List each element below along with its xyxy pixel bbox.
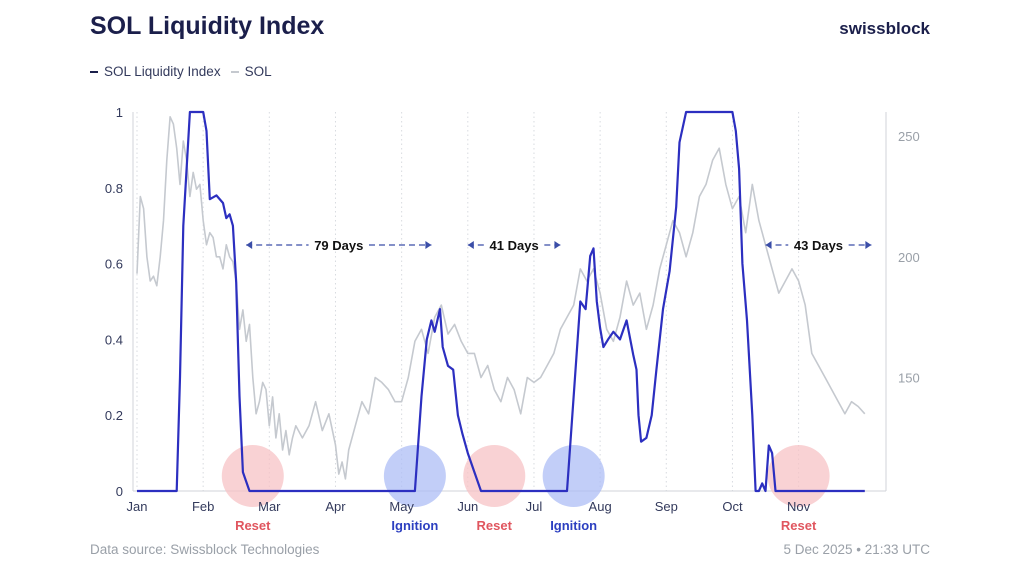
y-tick-left-1: 0.2 xyxy=(105,408,123,423)
brand-logo: swissblock xyxy=(839,19,930,38)
y-tick-left-3: 0.6 xyxy=(105,257,123,272)
legend-swatch-liquidity xyxy=(90,70,98,73)
timestamp: 5 Dec 2025 • 21:33 UTC xyxy=(783,542,930,557)
y-tick-left-5: 1 xyxy=(116,105,123,120)
y-tick-left-4: 0.8 xyxy=(105,181,123,196)
y-tick-right-0: 150 xyxy=(898,371,920,386)
x-tick-6: Jul xyxy=(526,499,543,514)
annotation-arrow-left-2 xyxy=(765,241,772,249)
chart-title: SOL Liquidity Index xyxy=(90,12,325,40)
x-tick-4: May xyxy=(389,499,414,514)
annotation-label-0: 79 Days xyxy=(314,238,363,253)
x-tick-3: Apr xyxy=(325,499,346,514)
x-tick-2: Mar xyxy=(258,499,281,514)
marker-label-ignition-1: Ignition xyxy=(391,518,438,533)
series-sol-line xyxy=(136,116,866,480)
annotation-label-1: 41 Days xyxy=(490,238,539,253)
annotation-arrow-left-1 xyxy=(467,241,474,249)
x-tick-1: Feb xyxy=(192,499,214,514)
x-tick-5: Jun xyxy=(457,499,478,514)
annotation-label-2: 43 Days xyxy=(794,238,843,253)
legend-label-liquidity: SOL Liquidity Index xyxy=(104,64,221,79)
marker-label-reset-2: Reset xyxy=(477,518,513,533)
legend-item-sol[interactable]: SOL xyxy=(230,64,272,79)
marker-label-reset-0: Reset xyxy=(235,518,271,533)
annotation-arrow-left-0 xyxy=(246,241,253,249)
marker-circle-reset-2 xyxy=(463,445,526,507)
marker-circle-ignition-3 xyxy=(542,445,605,507)
y-tick-right-1: 200 xyxy=(898,250,920,265)
annotation-arrow-right-2 xyxy=(865,241,872,249)
y-tick-left-0: 0 xyxy=(116,484,123,499)
marker-label-ignition-3: Ignition xyxy=(550,518,597,533)
chart-legend: SOL Liquidity Index SOL xyxy=(90,64,272,79)
data-source: Data source: Swissblock Technologies xyxy=(90,542,320,557)
legend-label-sol: SOL xyxy=(244,64,272,79)
legend-item-liquidity[interactable]: SOL Liquidity Index xyxy=(90,64,221,79)
x-tick-9: Oct xyxy=(722,499,743,514)
y-tick-left-2: 0.4 xyxy=(105,332,123,347)
annotation-arrow-right-1 xyxy=(554,241,561,249)
marker-label-reset-4: Reset xyxy=(781,518,817,533)
marker-circle-reset-4 xyxy=(767,445,830,507)
x-tick-8: Sep xyxy=(655,499,678,514)
marker-circle-reset-0 xyxy=(221,445,284,507)
legend-swatch-sol xyxy=(230,70,239,73)
series-liquidity-line xyxy=(137,110,865,493)
y-tick-right-2: 250 xyxy=(898,129,920,144)
x-tick-7: Aug xyxy=(589,499,612,514)
x-tick-10: Nov xyxy=(787,499,811,514)
x-tick-0: Jan xyxy=(127,499,148,514)
annotation-arrow-right-0 xyxy=(425,241,432,249)
